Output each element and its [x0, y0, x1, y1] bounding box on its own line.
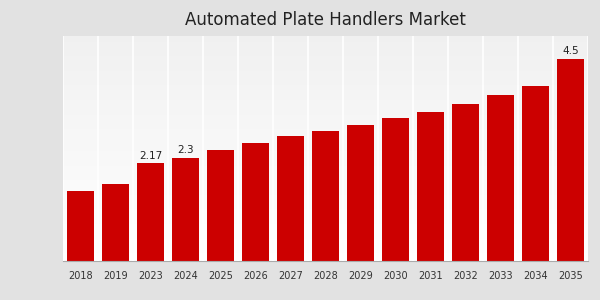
Bar — [208, 150, 233, 261]
Bar — [67, 191, 94, 261]
Bar — [523, 85, 548, 261]
Text: 4.5: 4.5 — [562, 46, 579, 56]
Bar — [172, 158, 199, 261]
Bar — [277, 136, 304, 261]
Bar — [313, 131, 338, 261]
Bar — [242, 143, 269, 261]
Bar — [452, 104, 479, 261]
Text: 2.17: 2.17 — [139, 151, 162, 161]
Bar — [347, 125, 374, 261]
Bar — [103, 184, 128, 261]
Bar — [137, 163, 164, 261]
Bar — [557, 58, 584, 261]
Bar — [487, 95, 514, 261]
Bar — [418, 112, 443, 261]
Title: Automated Plate Handlers Market: Automated Plate Handlers Market — [185, 11, 466, 29]
Bar — [382, 118, 409, 261]
Text: 2.3: 2.3 — [177, 145, 194, 155]
